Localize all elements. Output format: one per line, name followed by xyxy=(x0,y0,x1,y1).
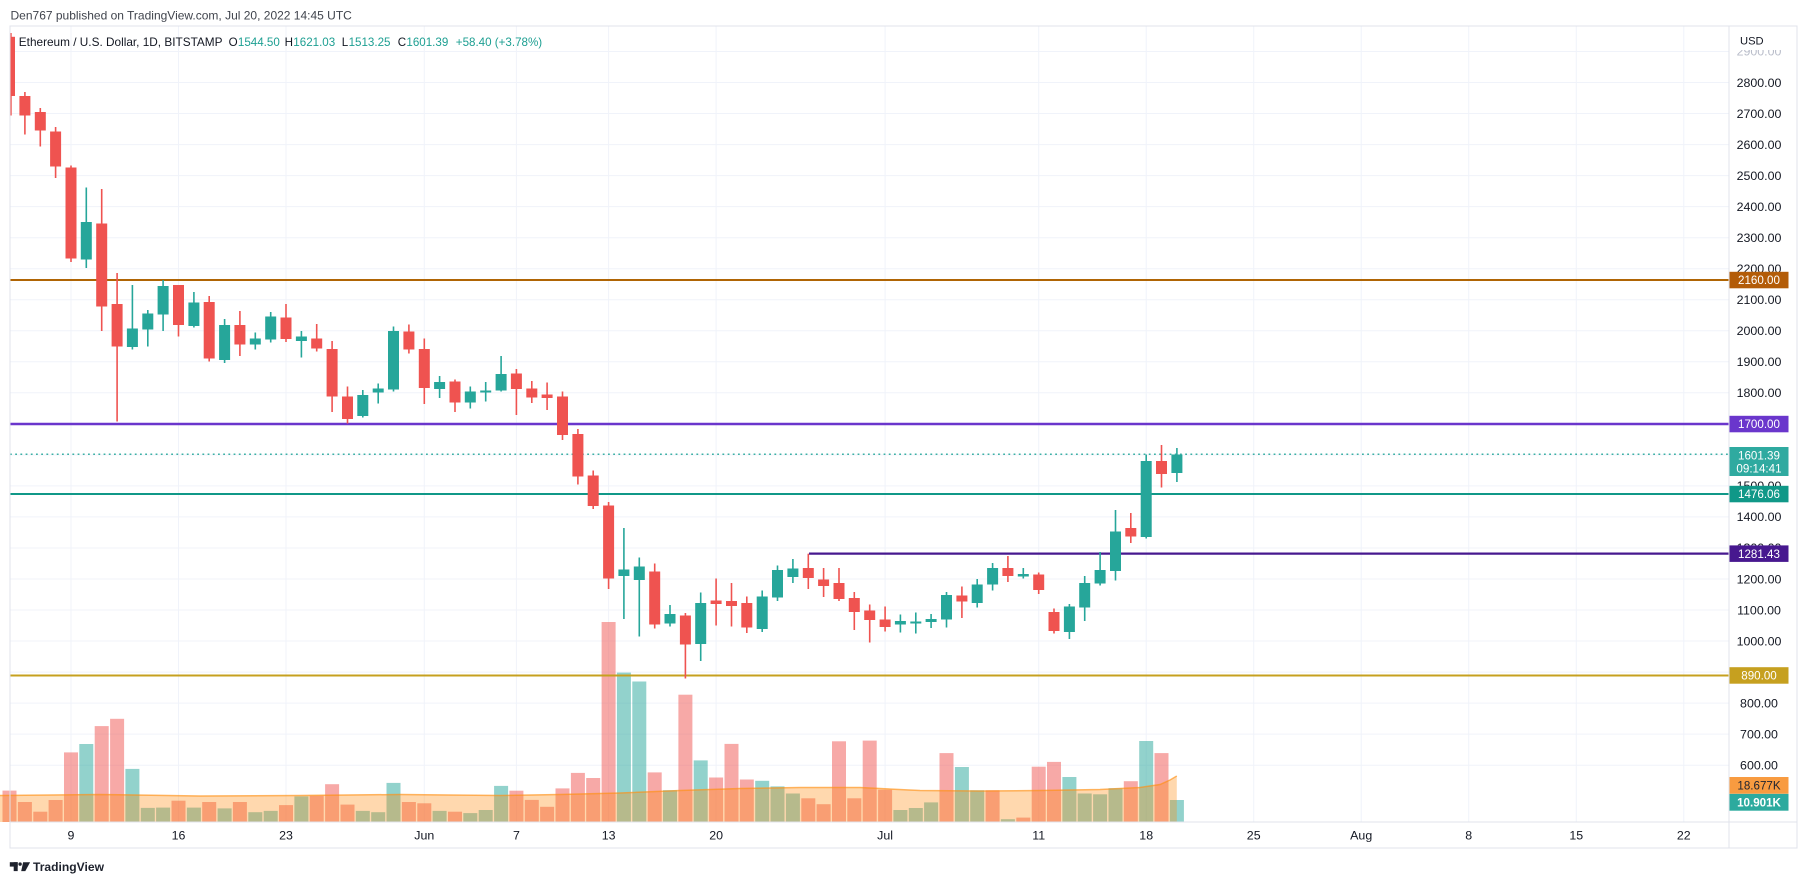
svg-text:1100.00: 1100.00 xyxy=(1737,603,1781,617)
svg-text:1900.00: 1900.00 xyxy=(1737,355,1782,369)
svg-text:1621.03: 1621.03 xyxy=(293,36,335,49)
svg-text:1200.00: 1200.00 xyxy=(1737,572,1782,586)
svg-text:15: 15 xyxy=(1569,829,1583,843)
svg-text:USD: USD xyxy=(1740,35,1764,47)
svg-text:2700.00: 2700.00 xyxy=(1737,107,1782,121)
svg-text:20: 20 xyxy=(709,829,723,843)
svg-text:2800.00: 2800.00 xyxy=(1737,76,1782,90)
svg-text:890.00: 890.00 xyxy=(1741,670,1776,683)
svg-text:Den767 published on TradingVie: Den767 published on TradingView.com, Jul… xyxy=(11,9,353,23)
svg-text:09:14:41: 09:14:41 xyxy=(1736,463,1781,476)
svg-text:L: L xyxy=(342,36,349,49)
svg-text:7: 7 xyxy=(513,829,520,843)
svg-text:23: 23 xyxy=(279,829,293,843)
svg-text:10.901K: 10.901K xyxy=(1737,797,1781,810)
svg-text:Jul: Jul xyxy=(877,829,893,843)
svg-text:600.00: 600.00 xyxy=(1740,759,1778,773)
svg-text:1513.25: 1513.25 xyxy=(349,36,391,49)
svg-text:22: 22 xyxy=(1677,829,1691,843)
svg-text:O: O xyxy=(229,36,238,49)
svg-text:2100.00: 2100.00 xyxy=(1737,293,1782,307)
svg-text:TradingView: TradingView xyxy=(33,860,105,874)
svg-text:C: C xyxy=(398,36,406,49)
svg-text:700.00: 700.00 xyxy=(1740,727,1778,741)
svg-text:1544.50: 1544.50 xyxy=(238,36,280,49)
svg-text:25: 25 xyxy=(1247,829,1261,843)
svg-text:18.677K: 18.677K xyxy=(1737,780,1780,793)
svg-text:Jun: Jun xyxy=(414,829,434,843)
svg-text:18: 18 xyxy=(1139,829,1153,843)
svg-text:11: 11 xyxy=(1032,829,1045,843)
svg-text:2300.00: 2300.00 xyxy=(1737,231,1782,245)
svg-text:1000.00: 1000.00 xyxy=(1737,634,1782,648)
svg-text:H: H xyxy=(285,36,293,49)
svg-text:2400.00: 2400.00 xyxy=(1737,200,1782,214)
svg-text:2600.00: 2600.00 xyxy=(1737,138,1782,152)
svg-text:16: 16 xyxy=(172,829,186,843)
svg-text:1601.39: 1601.39 xyxy=(406,36,448,49)
svg-text:1800.00: 1800.00 xyxy=(1737,386,1782,400)
svg-text:1281.43: 1281.43 xyxy=(1738,548,1780,561)
svg-text:9: 9 xyxy=(68,829,75,843)
svg-text:+58.40 (+3.78%): +58.40 (+3.78%) xyxy=(456,36,543,49)
svg-text:1601.39: 1601.39 xyxy=(1738,450,1780,463)
svg-text:1476.06: 1476.06 xyxy=(1738,488,1780,501)
svg-text:2160.00: 2160.00 xyxy=(1738,274,1780,287)
svg-text:Aug: Aug xyxy=(1350,829,1372,843)
svg-text:Ethereum / U.S. Dollar, 1D, BI: Ethereum / U.S. Dollar, 1D, BITSTAMP xyxy=(19,35,223,49)
svg-text:13: 13 xyxy=(602,829,616,843)
svg-text:1700.00: 1700.00 xyxy=(1738,418,1780,431)
svg-text:8: 8 xyxy=(1465,829,1472,843)
svg-text:800.00: 800.00 xyxy=(1740,696,1778,710)
svg-text:2000.00: 2000.00 xyxy=(1737,324,1782,338)
svg-text:1400.00: 1400.00 xyxy=(1737,510,1782,524)
svg-text:2500.00: 2500.00 xyxy=(1737,169,1782,183)
